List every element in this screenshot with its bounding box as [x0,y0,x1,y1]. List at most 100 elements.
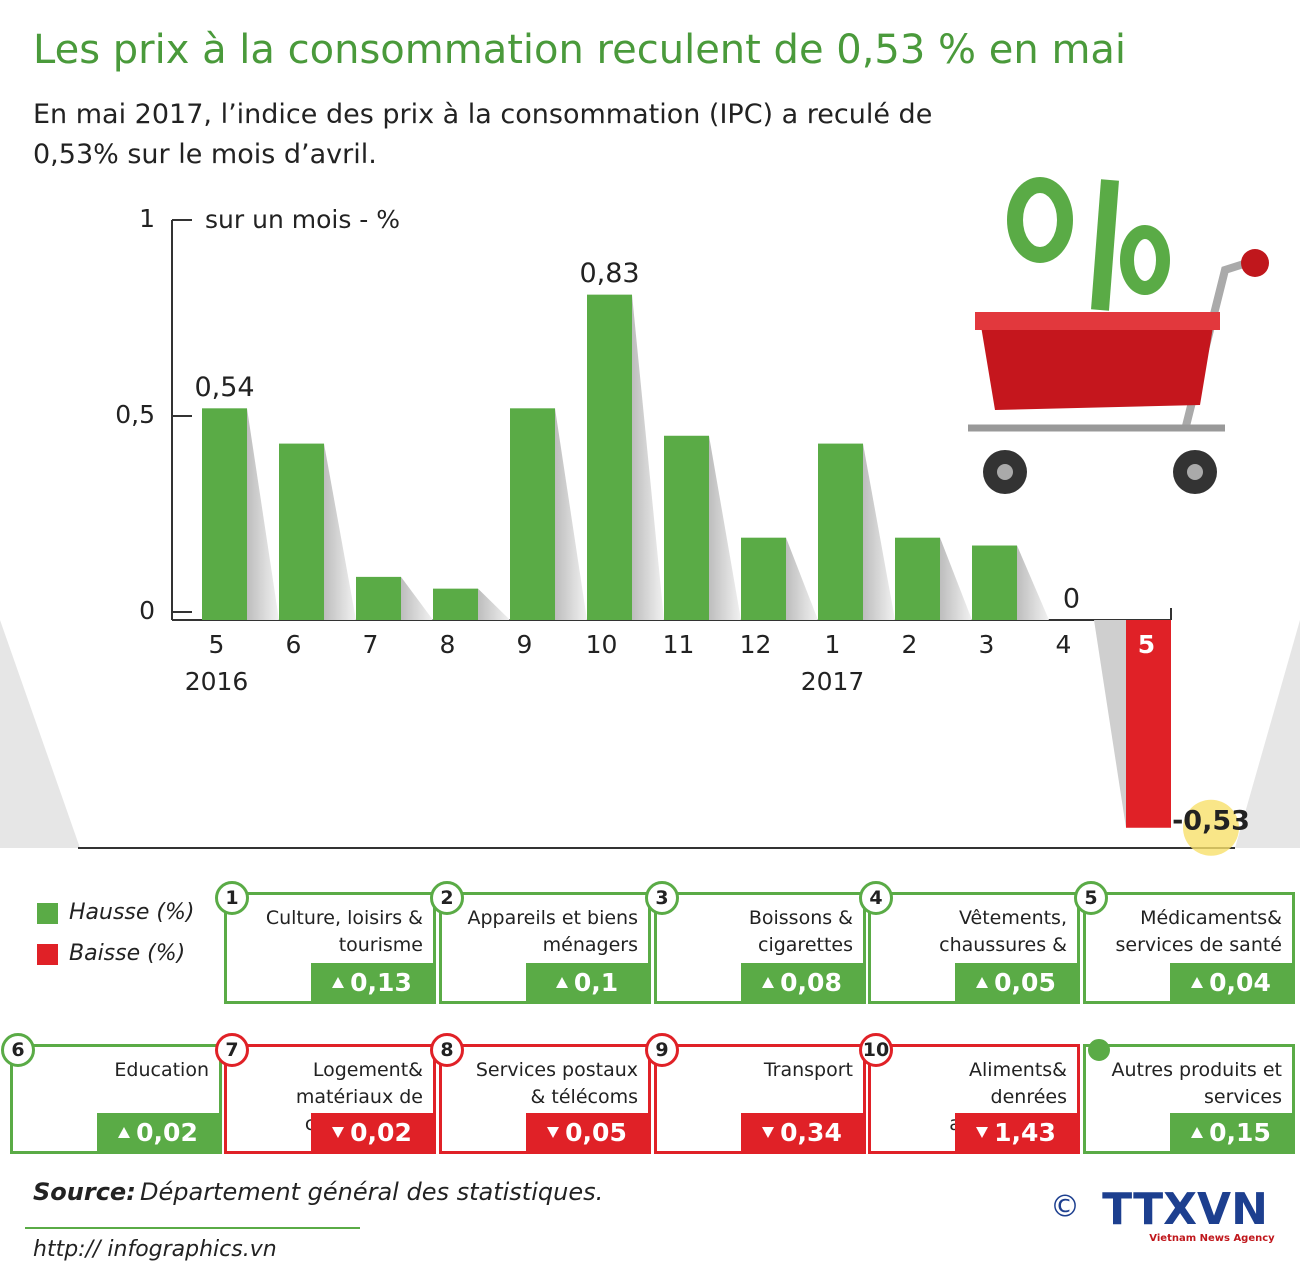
category-value: 0,15 [1170,1113,1292,1151]
source: Département général des statistiques. [140,1178,603,1206]
category-label: Culture, loisirs & tourisme [265,907,423,956]
category-box: 1 Culture, loisirs & tourisme 0,13 [215,881,436,1004]
arrow-shape [332,1126,345,1138]
x-tick-label: 11 [663,630,695,659]
category-value: 1,43 [955,1113,1077,1151]
arrow-shape [547,1126,560,1138]
category-value-text: 0,34 [780,1117,842,1147]
bar-shadow [324,443,356,620]
bar [433,588,478,620]
bar [818,443,863,620]
bar-shadow [863,443,895,620]
category-value-text: 0,13 [350,967,412,997]
category-label: Autres produits et services [1111,1059,1283,1108]
rank-badge: 5 [1074,881,1108,915]
bar [202,408,247,620]
legend-label: Baisse (%) [69,941,185,966]
x-tick-label: 10 [586,630,618,659]
y-tick-label: 1 [139,204,155,233]
category-value: 0,04 [1170,963,1292,1001]
category-value-text: 0,1 [573,967,619,997]
category-value: 0,02 [311,1113,433,1151]
y-tick-label: 0,5 [115,400,155,429]
legend: Hausse (%) Baisse (%) [37,900,195,966]
category-value: 0,13 [311,963,433,1001]
trend-arrow [762,976,775,988]
category-value: 0,02 [97,1113,219,1151]
bar-shadow [940,537,972,620]
x-tick-label: 7 [363,630,379,659]
x-tick-label: 6 [286,630,302,659]
bar [895,537,940,620]
value-label: 0 [1063,584,1080,615]
category-value: 0,34 [741,1113,863,1151]
source-label: Source: [33,1178,136,1206]
value-label: -0,53 [1172,805,1250,836]
bar-shadow [247,408,279,620]
bar [279,443,324,620]
bar [1126,620,1171,828]
trend-arrow [332,976,345,988]
x-tick-label: 1 [825,630,841,659]
subtitle-box: En mai 2017, l’indice des prix à la cons… [33,99,933,170]
trend-arrow [976,976,989,988]
category-value: 0,1 [526,963,648,1001]
agency: Vietnam News Agency [1149,1233,1275,1244]
bar-shadow [632,294,664,620]
rank-badge [1088,1039,1110,1061]
arrow-shape [332,976,345,988]
bar-shadow [1094,620,1126,828]
copyright: © [1050,1190,1080,1225]
trend-arrow [555,976,568,988]
x-tick-label: 9 [517,630,533,659]
x-year-label: 2016 [185,667,249,696]
value-label-badge [1183,799,1239,856]
category-label: Education [114,1059,209,1081]
bar [664,435,709,620]
category-label: Médicaments& services de santé [1115,907,1282,956]
chart-title: Les prix à la consommation reculent de 0… [33,27,1126,73]
category-value-text: 0,04 [1209,967,1271,997]
trend-arrow [976,1126,989,1138]
legend-swatch [37,903,58,924]
category-label: Transport [763,1059,853,1081]
background-shape [1235,620,1300,848]
category-value: 0,08 [741,963,863,1001]
category-value-text: 0,05 [994,967,1056,997]
bar-shadow [401,576,433,620]
rank-badge: 3 [645,881,679,915]
x-tick-label: 12 [740,630,772,659]
bar-shadow [555,408,587,620]
rank-badge: 6 [1,1033,35,1067]
category-label: Appareils et biens ménagers [467,907,639,956]
rank-badge: 8 [430,1033,464,1067]
category-box: 5 Médicaments& services de santé 0,04 [1074,881,1295,1004]
y-axis-label: sur un mois - % [205,205,400,234]
category-label: Services postaux & télécoms [475,1059,638,1108]
trend-arrow [1191,976,1204,988]
arrow-shape [118,1126,131,1138]
arrow-shape [976,1126,989,1138]
x-tick-label: 2 [902,630,918,659]
x-tick-label: 3 [979,630,995,659]
x-tick-label: 4 [1056,630,1072,659]
category-value-text: 0,02 [350,1117,412,1147]
legend-label: Hausse (%) [69,900,195,925]
rank-badge: 4 [859,881,893,915]
category-box: 3 Boissons & cigarettes 0,08 [645,881,866,1004]
cart-illustration [968,177,1269,494]
category-box: 9 Transport 0,34 [645,1033,866,1154]
legend-swatch [37,944,58,965]
chart-subtitle: En mai 2017, l’indice des prix à la cons… [33,99,933,170]
rank-badge: 7 [215,1033,249,1067]
bar [741,537,786,620]
category-value-text: 0,02 [136,1117,198,1147]
trend-arrow [762,1126,775,1138]
trend-arrow [1191,1126,1204,1138]
category-value: 0,05 [526,1113,648,1151]
category-value-text: 0,08 [780,967,842,997]
bar [972,545,1017,620]
